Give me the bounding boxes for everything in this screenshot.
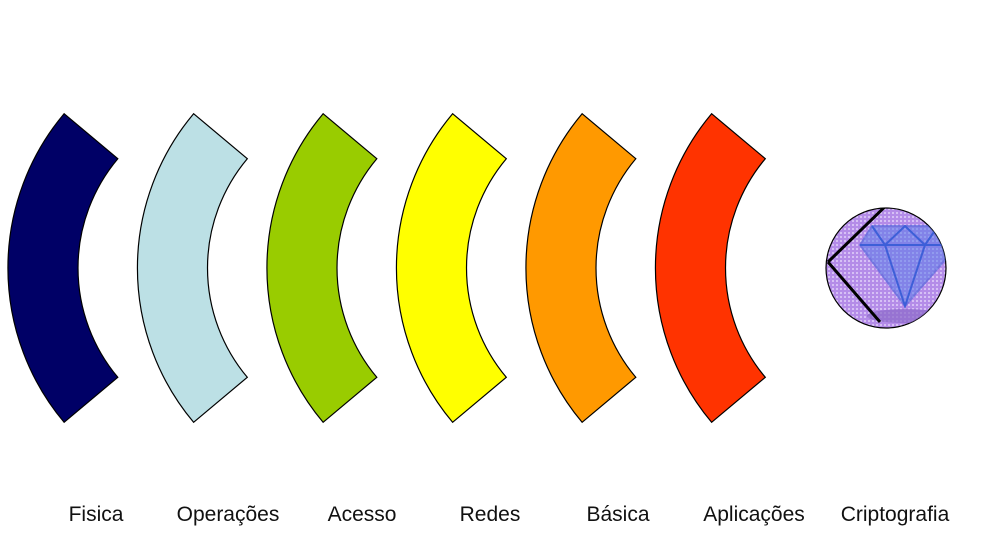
arc-operacoes <box>136 112 249 424</box>
label-fisica: Fisica <box>69 503 124 526</box>
arc-layer-operacoes: Operações <box>136 112 280 526</box>
arc-basica <box>525 112 637 424</box>
label-operacoes: Operações <box>177 503 280 526</box>
label-basica: Básica <box>586 503 649 526</box>
arc-layer-acesso: Acesso <box>266 112 397 526</box>
arc-layer-aplicacoes: Aplicações <box>654 112 805 526</box>
arc-fisica <box>7 112 119 424</box>
arc-redes <box>395 112 508 424</box>
label-aplicacoes: Aplicações <box>703 503 805 526</box>
label-acesso: Acesso <box>328 503 397 526</box>
arc-layer-redes: Redes <box>395 112 521 526</box>
arc-acesso <box>266 112 378 424</box>
label-criptografia: Criptografia <box>841 503 950 526</box>
arc-layer-fisica: Fisica <box>7 112 124 526</box>
arc-layer-basica: Básica <box>525 112 650 526</box>
label-redes: Redes <box>460 503 521 526</box>
core-criptografia: Criptografia <box>825 207 950 526</box>
arc-aplicacoes <box>654 112 767 424</box>
